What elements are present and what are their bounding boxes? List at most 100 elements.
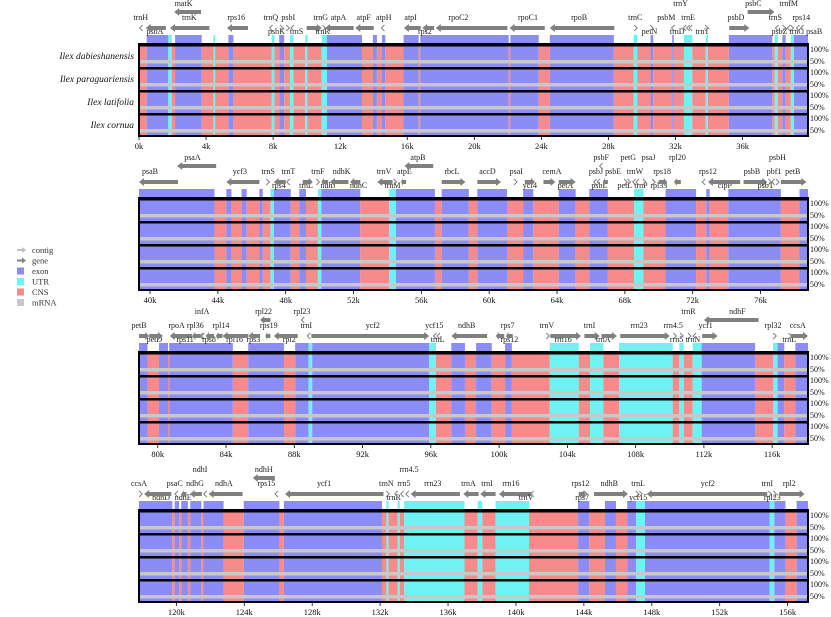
conservation-exon — [604, 558, 616, 579]
track-top-line — [139, 221, 808, 224]
conservation-cns — [589, 581, 605, 602]
gene-petB: petB — [780, 167, 807, 186]
conservation-cns — [246, 269, 260, 290]
track-top-line — [139, 533, 808, 536]
conservation-exon — [175, 115, 202, 136]
gene-label: trnG — [789, 27, 804, 36]
gene-arrow — [583, 490, 588, 498]
conservation-cns — [233, 46, 272, 67]
conservation-utr — [321, 115, 327, 136]
conservation-exon — [403, 46, 419, 67]
gene-ycf4: ycf4 — [523, 178, 537, 190]
conservation-cns — [785, 512, 797, 533]
axis-tick-label: 144k — [575, 607, 593, 617]
conservation-cns — [464, 354, 477, 375]
axis-tick-label: 8k — [269, 141, 278, 151]
gene-ycf1: ycf1 — [285, 479, 384, 498]
conservation-cns — [464, 558, 478, 579]
conservation-utr — [692, 354, 702, 375]
conservation-cns — [307, 69, 322, 90]
conservation-exon — [321, 246, 361, 267]
conservation-cns — [777, 69, 783, 90]
gene-trnC: trnC — [628, 13, 642, 32]
conservation-cns — [223, 535, 244, 556]
track-2: 100% 50% — [139, 67, 829, 90]
conservation-cns — [709, 269, 729, 290]
conservation-cns — [376, 46, 382, 67]
gene-label: trnT — [282, 167, 296, 176]
conservation-exon — [381, 46, 386, 67]
gene-rps12: rps12 — [572, 479, 589, 498]
gene-label: ndhC — [350, 181, 367, 190]
conservation-utr — [633, 115, 638, 136]
conservation-utr — [305, 46, 308, 67]
conservation-cns — [307, 46, 322, 67]
gene-label: psbF — [593, 153, 609, 162]
conservation-exon — [523, 223, 534, 244]
conservation-exon — [589, 223, 608, 244]
panel-4: ccsA ndhD psaC ndhE ndhG ndhI ndhA ndhH rps15 ycf… — [131, 465, 829, 617]
conservation-cns — [692, 69, 706, 90]
annotation-exon — [181, 501, 188, 510]
conservation-cns — [785, 558, 797, 579]
axis-tick-label: 32k — [669, 141, 683, 151]
conservation-utr — [790, 46, 794, 67]
axis-tick-label: 48k — [279, 295, 293, 305]
conservation-cns — [399, 581, 405, 602]
gene-trnN: trnN — [379, 479, 394, 498]
gene-rpoA: rpoA — [168, 321, 192, 340]
axis-tick-label: 124k — [236, 607, 254, 617]
conservation-utr — [168, 46, 172, 67]
gene-arrow — [435, 24, 508, 32]
conservation-cns — [603, 354, 620, 375]
track-top-line — [139, 398, 808, 401]
gene-ndhC: ndhC — [350, 178, 367, 190]
conservation-exon — [774, 535, 786, 556]
conservation-cns — [538, 115, 550, 136]
conservation-exon — [174, 512, 180, 533]
annotation-utr — [705, 35, 708, 44]
gene-arrow — [138, 490, 143, 498]
conservation-cns — [785, 581, 797, 602]
gene-label: rpl14 — [212, 321, 229, 330]
conservation-cns — [508, 69, 511, 90]
annotation-exon — [510, 35, 539, 44]
conservation-cns — [147, 423, 159, 444]
conservation-exon — [228, 92, 234, 113]
conservation-exon — [420, 69, 509, 90]
conservation-exon — [295, 377, 309, 398]
conservation-cns — [147, 354, 159, 375]
conservation-cns — [362, 69, 373, 90]
annotation-utr — [683, 35, 693, 44]
conservation-exon — [441, 246, 469, 267]
annotation-exon — [728, 189, 781, 198]
conservation-exon — [578, 512, 590, 533]
annotation-exon — [793, 35, 808, 44]
conservation-utr — [619, 377, 673, 398]
gene-arrow — [144, 490, 172, 498]
gene-label: rpoC1 — [518, 13, 538, 22]
conservation-exon — [728, 269, 781, 290]
conservation-cns — [464, 423, 477, 444]
conservation-utr — [321, 46, 327, 67]
gene-psbM: psbM — [657, 13, 675, 32]
exon-swatch — [17, 267, 24, 275]
conservation-exon — [190, 512, 202, 533]
conservation-utr — [271, 69, 275, 90]
conservation-utr — [549, 400, 579, 421]
conservation-cns — [696, 223, 707, 244]
conservation-cns — [172, 535, 175, 556]
conservation-exon — [395, 269, 435, 290]
conservation-utr — [634, 246, 644, 267]
label-50pct: 50% — [810, 103, 825, 112]
gene-label: trnY — [673, 0, 688, 8]
gene-rps8: rps8 — [202, 332, 216, 344]
axis-tick-label: 16k — [401, 141, 415, 151]
species-label: Ilex paraguariensis — [59, 75, 134, 85]
conservation-cns — [607, 223, 635, 244]
gene-arrow — [170, 24, 210, 32]
gene-label: trnN — [685, 335, 700, 344]
conservation-utr — [774, 69, 778, 90]
gene-label: ycf3 — [233, 167, 247, 176]
